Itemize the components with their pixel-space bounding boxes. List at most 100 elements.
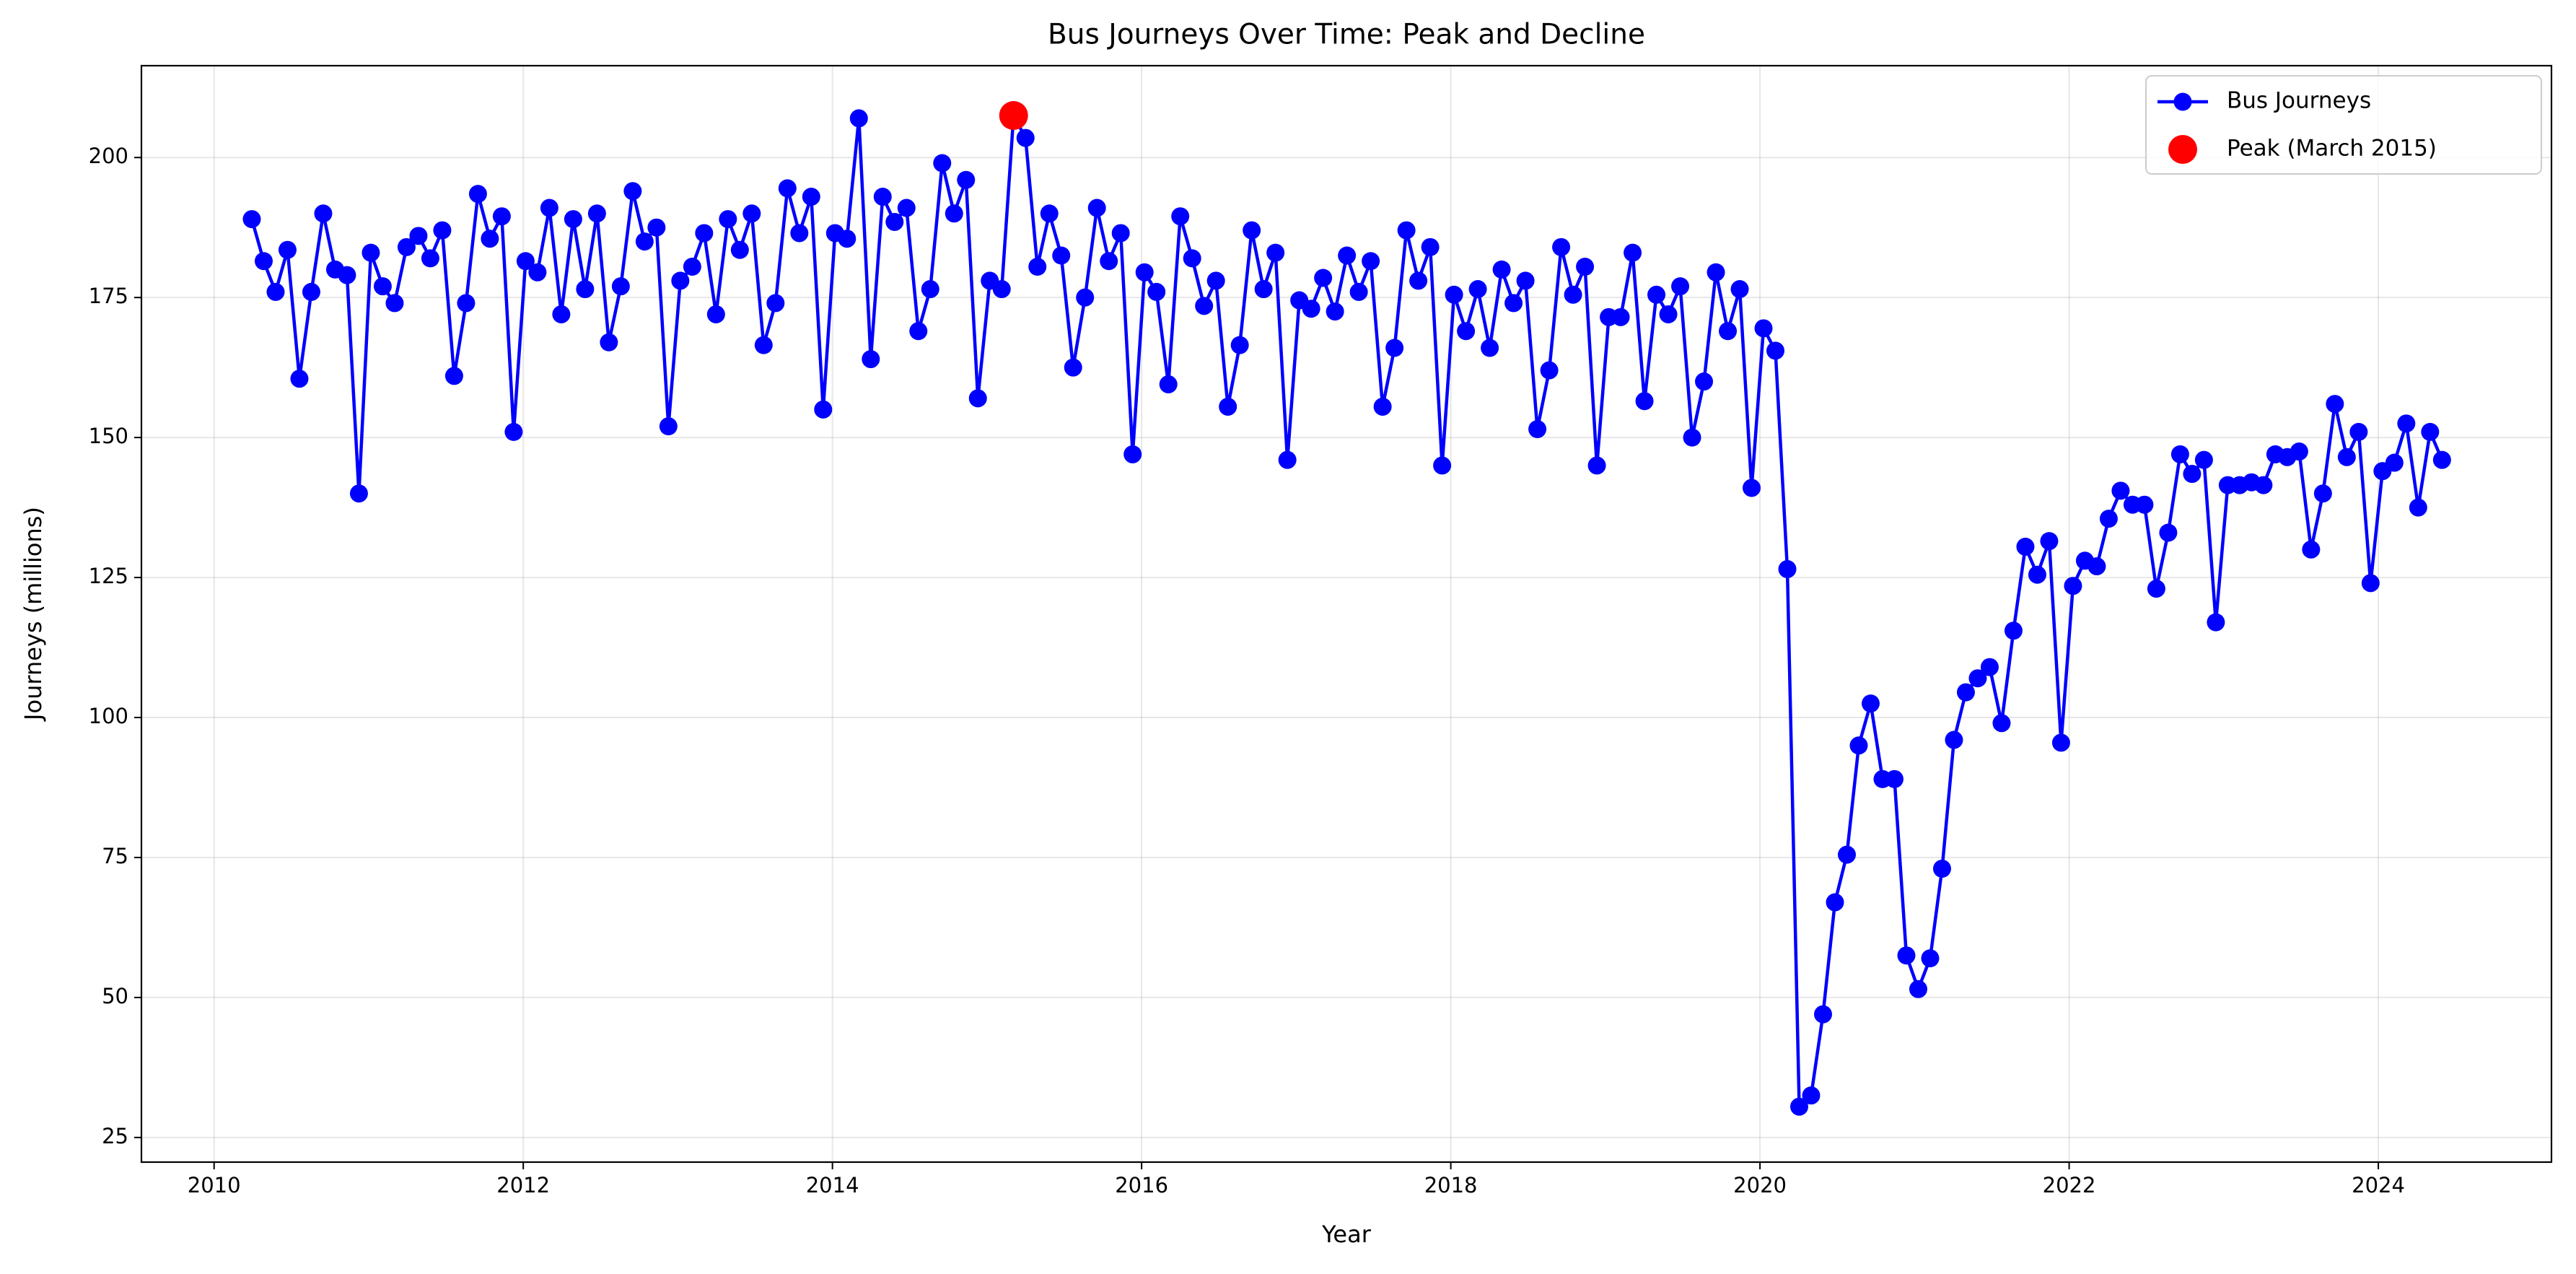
data-point	[1540, 361, 1559, 380]
data-point	[1468, 280, 1487, 299]
y-tick-label: 150	[89, 424, 128, 448]
data-point	[611, 277, 630, 296]
data-point	[1409, 271, 1428, 290]
data-point	[1266, 243, 1285, 262]
data-point	[362, 243, 380, 262]
data-point	[1897, 946, 1916, 965]
data-point	[2194, 450, 2213, 469]
data-point	[600, 333, 618, 352]
data-point	[1481, 339, 1499, 357]
data-point	[957, 170, 976, 189]
data-point	[992, 280, 1011, 299]
data-point	[2326, 395, 2344, 414]
data-point	[1743, 479, 1761, 497]
data-point	[1433, 456, 1452, 475]
data-point	[1040, 204, 1059, 223]
data-point	[2147, 580, 2165, 598]
data-point	[1373, 397, 1392, 416]
data-point	[1349, 282, 1368, 301]
data-point	[552, 305, 571, 323]
data-point	[2028, 565, 2046, 584]
data-point	[2421, 422, 2440, 441]
x-tick-label: 2012	[496, 1173, 550, 1197]
data-point	[742, 204, 761, 223]
data-point	[683, 258, 701, 276]
x-tick-label: 2022	[2043, 1173, 2096, 1197]
data-point	[1647, 285, 1666, 304]
data-point	[1730, 280, 1749, 299]
data-point	[516, 252, 535, 271]
data-point	[1445, 285, 1463, 304]
data-point	[635, 232, 654, 251]
x-tick-label: 2020	[1733, 1173, 1787, 1197]
data-point	[1064, 358, 1082, 377]
data-point	[2135, 495, 2154, 514]
data-point	[1635, 392, 1654, 411]
data-point	[444, 367, 463, 385]
data-point	[1278, 450, 1297, 469]
data-point	[1790, 1097, 1809, 1116]
x-tick-label: 2010	[188, 1173, 241, 1197]
data-point	[2409, 498, 2427, 517]
data-point	[1587, 456, 1606, 475]
data-point	[2361, 574, 2380, 593]
data-point	[1100, 252, 1118, 271]
data-point	[802, 188, 820, 206]
data-point	[2099, 510, 2118, 528]
data-point	[814, 400, 833, 419]
data-point	[2337, 448, 2356, 466]
data-point	[1326, 302, 1344, 321]
data-point	[528, 263, 547, 282]
data-point	[433, 221, 452, 240]
data-point	[1802, 1086, 1821, 1105]
data-point	[2385, 453, 2404, 472]
data-point	[564, 210, 582, 229]
data-point	[623, 182, 642, 201]
data-point	[504, 422, 523, 441]
data-point	[2040, 532, 2059, 551]
data-point	[1921, 949, 1940, 968]
y-tick-label: 125	[89, 564, 128, 588]
data-point	[766, 294, 785, 313]
data-point	[754, 336, 773, 354]
data-point	[242, 210, 261, 229]
legend-box	[2145, 75, 2542, 175]
data-point	[671, 271, 690, 290]
data-point	[2064, 577, 2082, 595]
data-point	[1314, 269, 1333, 287]
data-point	[421, 249, 439, 268]
data-point	[1254, 280, 1273, 299]
data-point	[921, 280, 939, 299]
x-tick-label: 2016	[1115, 1173, 1168, 1197]
data-point	[1159, 375, 1178, 393]
data-point	[1956, 683, 1975, 702]
data-point	[1516, 271, 1535, 290]
data-point	[1087, 198, 1106, 217]
data-point	[1885, 769, 1903, 788]
y-axis-label: Journeys (millions)	[19, 507, 47, 722]
data-point	[909, 322, 928, 341]
y-tick-label: 75	[102, 844, 128, 868]
data-point	[1171, 207, 1190, 226]
data-point	[1695, 372, 1714, 391]
data-point	[719, 210, 737, 229]
data-point	[1504, 294, 1523, 313]
data-point	[2183, 465, 2202, 484]
x-tick-label: 2018	[1424, 1173, 1478, 1197]
data-point	[945, 204, 963, 223]
data-point	[1826, 893, 1844, 912]
data-point	[730, 240, 749, 259]
data-point	[2397, 414, 2416, 433]
data-point	[373, 277, 392, 296]
data-point	[2254, 476, 2273, 494]
data-point	[659, 417, 678, 436]
data-point	[576, 280, 595, 299]
data-point	[706, 305, 725, 323]
data-point	[1778, 559, 1797, 578]
data-point	[1671, 277, 1690, 296]
data-point	[1766, 341, 1785, 360]
data-point	[254, 252, 273, 271]
data-point	[2111, 481, 2130, 500]
data-point	[1861, 694, 1880, 713]
